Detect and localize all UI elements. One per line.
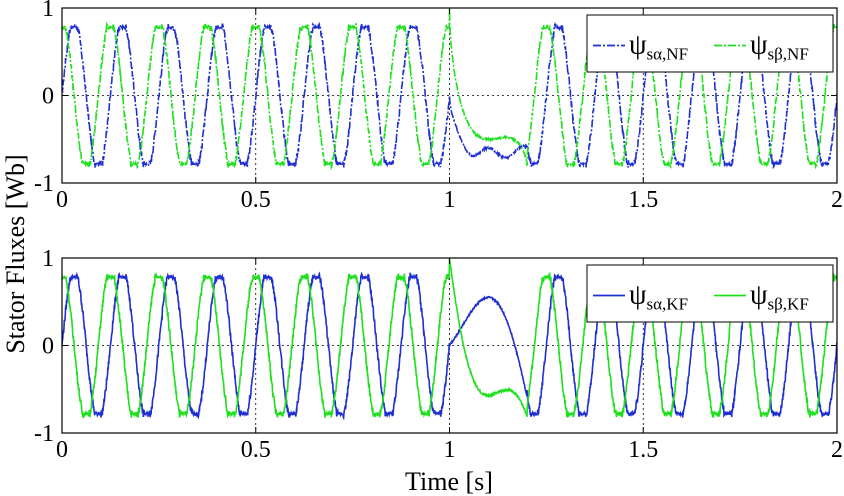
x-tick-label: 1 [444, 187, 456, 213]
x-tick-label: 2 [831, 187, 843, 213]
y-axis-label: Stator Fluxes [Wb] [1, 154, 30, 353]
legend: ψsα,NF ψsβ,NF [586, 14, 834, 73]
x-tick-label: 0 [56, 187, 68, 213]
legend-box [586, 14, 834, 73]
y-tick-label: -1 [34, 171, 54, 197]
legend-box [586, 264, 834, 323]
x-tick-label: 0.5 [241, 437, 271, 463]
legend-entry: ψsα,NF [629, 30, 688, 64]
x-tick-label: 1.5 [628, 437, 658, 463]
series-line-snf [62, 8, 837, 171]
series-line-skf [62, 258, 837, 420]
legend-entry: ψsβ,KF [750, 280, 809, 314]
legend-entry: ψsα,KF [629, 280, 688, 314]
y-tick-label: -1 [34, 421, 54, 447]
legend-entry: ψsβ,NF [750, 30, 809, 64]
y-tick-label: 0 [42, 84, 54, 110]
x-tick-label: 2 [831, 437, 843, 463]
y-tick-label: 1 [42, 246, 54, 272]
x-axis-label: Time [s] [405, 467, 493, 496]
x-tick-label: 1 [444, 437, 456, 463]
legend: ψsα,KF ψsβ,KF [586, 264, 834, 323]
x-tick-label: 0.5 [241, 187, 271, 213]
y-tick-label: 0 [42, 334, 54, 360]
x-tick-label: 0 [56, 437, 68, 463]
x-tick-label: 1.5 [628, 187, 658, 213]
y-tick-label: 1 [42, 0, 54, 22]
